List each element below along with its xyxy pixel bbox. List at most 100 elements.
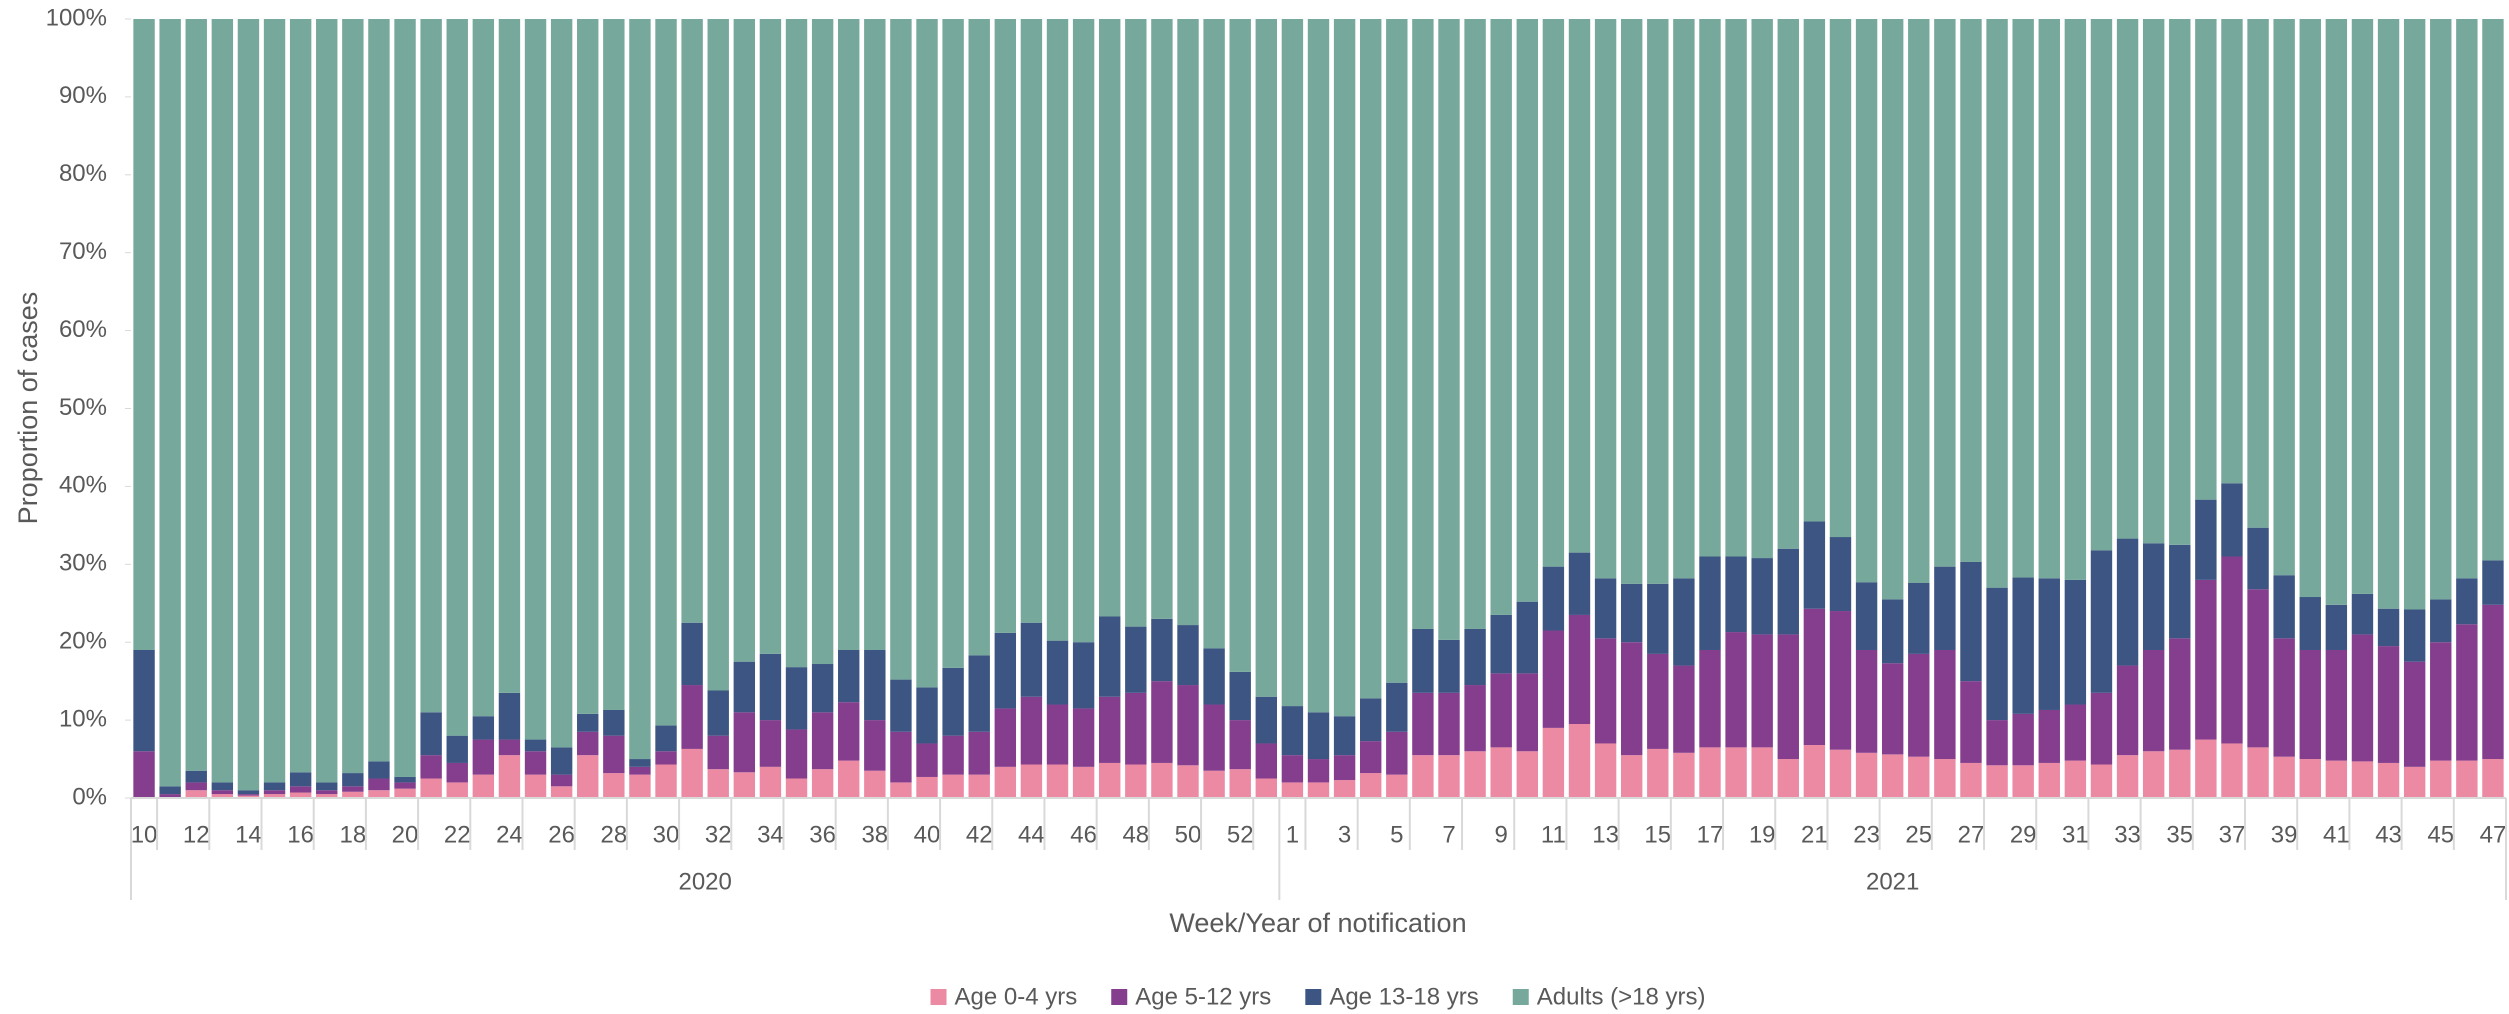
y-tick-label: 40% bbox=[59, 472, 107, 499]
bar-segment bbox=[211, 782, 234, 791]
bar-segment bbox=[2456, 624, 2478, 761]
bar-segment bbox=[655, 751, 677, 765]
bar-segment bbox=[629, 774, 651, 798]
x-tick-label: 17 bbox=[1697, 821, 1724, 848]
bar-segment bbox=[1673, 665, 1695, 753]
x-tick-label: 10 bbox=[131, 821, 158, 848]
bar-segment bbox=[1751, 19, 1773, 559]
bar-segment bbox=[316, 782, 338, 791]
bar-segment bbox=[2377, 762, 2400, 798]
x-tick-label: 12 bbox=[183, 821, 210, 848]
bar-segment bbox=[2142, 19, 2165, 544]
bar-segment bbox=[1673, 578, 1695, 666]
bar-segment bbox=[1125, 764, 1147, 798]
x-tick-label: 13 bbox=[1592, 821, 1619, 848]
bar-segment bbox=[2482, 19, 2504, 561]
bar-segment bbox=[1203, 770, 1225, 798]
bar-segment bbox=[1072, 766, 1095, 798]
x-tick-label: 44 bbox=[1018, 821, 1045, 848]
y-tick-label: 0% bbox=[72, 783, 107, 810]
bar-segment bbox=[185, 782, 207, 791]
bar-segment bbox=[603, 19, 625, 710]
bar-segment bbox=[498, 739, 521, 756]
bar-segment bbox=[1151, 762, 1173, 798]
bar-segment bbox=[2195, 499, 2217, 580]
bar-segment bbox=[1125, 692, 1147, 765]
bar-segment bbox=[577, 713, 599, 732]
bar-segment bbox=[1412, 19, 1434, 629]
y-tick-label: 70% bbox=[59, 238, 107, 265]
bar-segment bbox=[1046, 704, 1069, 765]
bar-segment bbox=[498, 692, 521, 740]
bar-segment bbox=[1542, 727, 1565, 798]
bar-segment bbox=[368, 19, 390, 762]
bar-segment bbox=[2403, 661, 2426, 767]
x-tick-label: 26 bbox=[548, 821, 575, 848]
bar-segment bbox=[1934, 649, 1956, 760]
bar-segment bbox=[1594, 638, 1617, 744]
bar-segment bbox=[2169, 749, 2191, 798]
bar-segment bbox=[1673, 752, 1695, 798]
bar-segment bbox=[2247, 747, 2269, 798]
bar-segment bbox=[2116, 19, 2139, 539]
bar-segment bbox=[263, 19, 286, 783]
bar-segment bbox=[2012, 577, 2034, 714]
bar-segment bbox=[420, 778, 442, 798]
bar-segment bbox=[968, 774, 990, 798]
bar-segment bbox=[368, 790, 390, 798]
bar-segment bbox=[1934, 19, 1956, 567]
bar-segment bbox=[1490, 19, 1512, 615]
x-tick-label: 39 bbox=[2271, 821, 2298, 848]
bar-segment bbox=[472, 774, 495, 798]
x-tick-label: 30 bbox=[653, 821, 680, 848]
bar-segment bbox=[1594, 743, 1617, 798]
bar-segment bbox=[2116, 538, 2139, 666]
bar-segment bbox=[603, 709, 625, 736]
y-tick-label: 30% bbox=[59, 550, 107, 577]
bar-segment bbox=[1699, 19, 1721, 557]
bar-segment bbox=[1386, 731, 1408, 775]
bar-segment bbox=[968, 19, 990, 656]
x-tick-label: 47 bbox=[2480, 821, 2507, 848]
bar-segment bbox=[1568, 614, 1591, 724]
x-tick-label: 33 bbox=[2114, 821, 2141, 848]
bar-segment bbox=[811, 664, 834, 713]
bar-segment bbox=[890, 679, 912, 732]
bar-segment bbox=[2038, 762, 2060, 798]
bar-segment bbox=[1359, 698, 1382, 742]
bar-segment bbox=[2038, 19, 2060, 579]
x-tick-label: 38 bbox=[861, 821, 888, 848]
bar-segment bbox=[1986, 19, 2008, 588]
bar-segment bbox=[916, 687, 938, 744]
bar-segment bbox=[185, 19, 207, 771]
bar-segment bbox=[603, 773, 625, 798]
bar-segment bbox=[811, 712, 834, 770]
bar-segment bbox=[1699, 649, 1721, 748]
bar-segment bbox=[733, 661, 756, 713]
y-axis-title: Proportion of cases bbox=[13, 292, 43, 525]
x-tick-label: 25 bbox=[1905, 821, 1932, 848]
bar-segment bbox=[1908, 756, 1930, 798]
bar-segment bbox=[1881, 19, 1904, 600]
bar-segment bbox=[1829, 611, 1852, 750]
bar-segment bbox=[2325, 649, 2348, 761]
bar-segment bbox=[2195, 739, 2217, 798]
bar-segment bbox=[681, 622, 703, 686]
bar-segment bbox=[1881, 754, 1904, 798]
bar-segment bbox=[1620, 19, 1643, 584]
bar-segment bbox=[733, 772, 756, 798]
bar-segment bbox=[263, 794, 286, 798]
bar-segment bbox=[2377, 646, 2400, 763]
bar-segment bbox=[1125, 19, 1147, 627]
bar-segment bbox=[2090, 19, 2113, 551]
bar-segment bbox=[707, 769, 729, 798]
bar-segment bbox=[1594, 578, 1617, 639]
legend-swatch bbox=[1512, 989, 1529, 1005]
bar-segment bbox=[1647, 583, 1669, 654]
bar-segment bbox=[2221, 556, 2243, 744]
bar-segment bbox=[446, 762, 468, 783]
bar-segment bbox=[890, 731, 912, 783]
bar-segment bbox=[420, 712, 442, 756]
bar-segment bbox=[550, 774, 573, 787]
x-tick-label: 1 bbox=[1286, 821, 1299, 848]
